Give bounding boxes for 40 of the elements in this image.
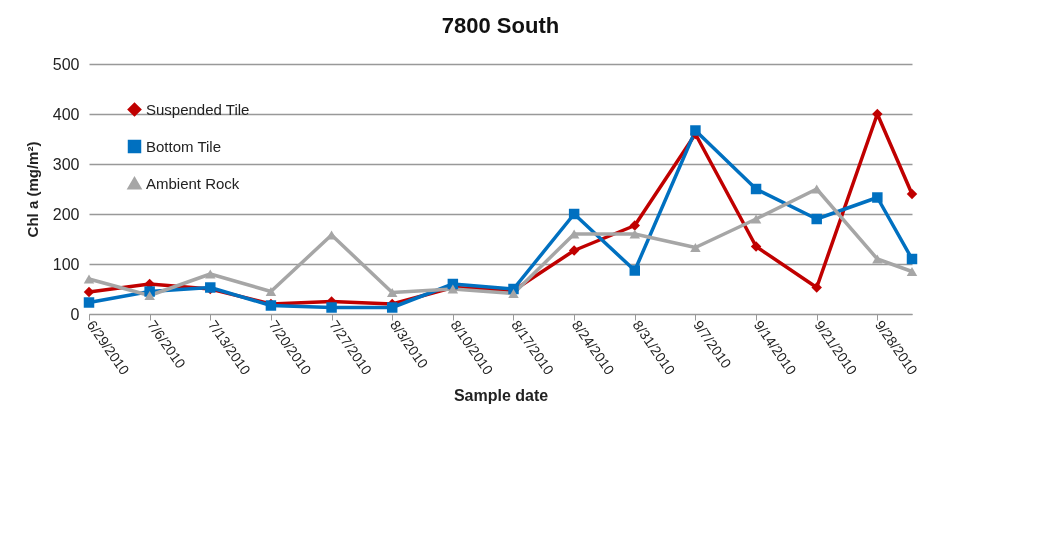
point bbox=[906, 266, 918, 277]
point bbox=[906, 188, 918, 200]
point bbox=[872, 192, 883, 203]
point bbox=[906, 253, 918, 265]
chart-title: 7800 South bbox=[441, 13, 560, 38]
point bbox=[386, 302, 398, 313]
point bbox=[568, 208, 580, 220]
point bbox=[750, 214, 762, 224]
point bbox=[872, 254, 883, 264]
legend-label: Suspended Tile bbox=[146, 100, 250, 118]
point bbox=[144, 290, 155, 301]
y-tick-label: 300 bbox=[52, 155, 80, 173]
point bbox=[811, 213, 822, 225]
point bbox=[690, 125, 701, 136]
x-axis-title: Sample date bbox=[453, 386, 549, 404]
point bbox=[811, 282, 822, 293]
point bbox=[83, 274, 95, 284]
point bbox=[205, 269, 216, 279]
y-axis-title: Chl a (mg/m²) bbox=[23, 141, 41, 238]
legend-label: Ambient Rock bbox=[146, 174, 240, 192]
point bbox=[629, 229, 641, 239]
point bbox=[750, 241, 762, 252]
point bbox=[265, 286, 277, 297]
point bbox=[750, 183, 762, 195]
point bbox=[568, 245, 580, 256]
point bbox=[83, 297, 95, 308]
point bbox=[811, 184, 822, 194]
y-tick-label: 100 bbox=[52, 255, 80, 273]
y-tick-label: 200 bbox=[52, 205, 80, 223]
point bbox=[629, 265, 641, 276]
point bbox=[83, 286, 95, 298]
y-tick-label: 500 bbox=[52, 55, 80, 73]
point bbox=[690, 242, 701, 253]
point bbox=[326, 302, 337, 313]
legend-label: Bottom Tile bbox=[146, 137, 222, 155]
y-tick-label: 0 bbox=[70, 305, 80, 323]
y-tick-label: 400 bbox=[52, 105, 80, 123]
point bbox=[386, 287, 398, 298]
point bbox=[629, 220, 641, 231]
point bbox=[872, 108, 883, 120]
